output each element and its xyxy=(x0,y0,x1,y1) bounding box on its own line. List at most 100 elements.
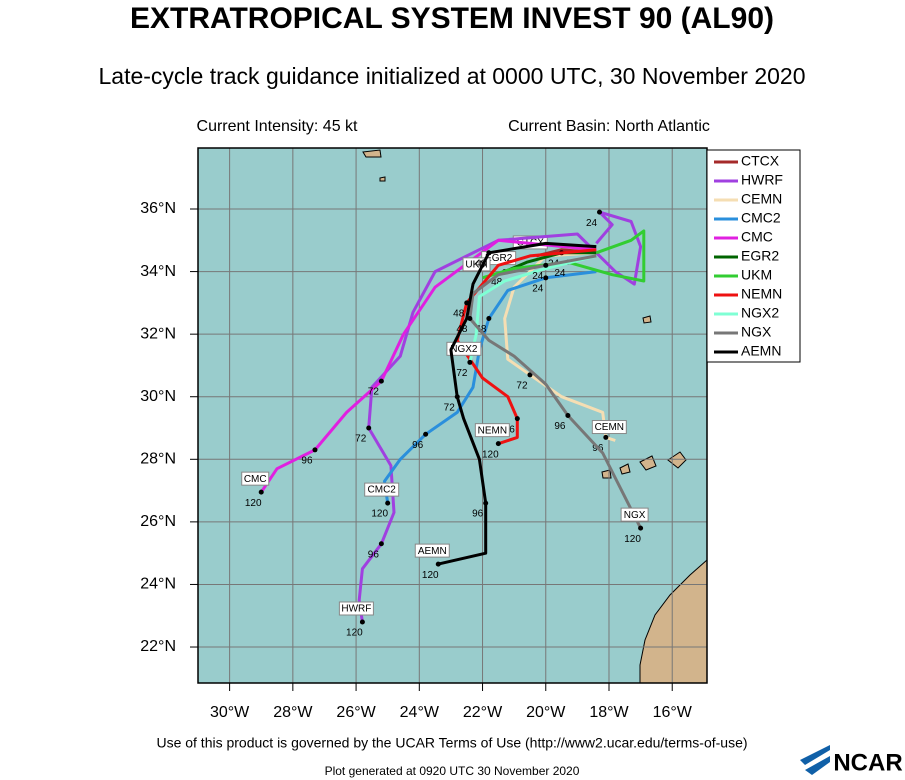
track-point xyxy=(495,441,501,447)
hour-label: 96 xyxy=(472,509,484,520)
model-tag: NGX2 xyxy=(446,341,482,356)
legend: CTCX HWRF CEMN CMC2 CMC EGR2 UKM NEMN NGX2 NGX AEM… xyxy=(714,153,783,359)
hour-label: 24 xyxy=(532,271,544,282)
model-tag-label: CMC xyxy=(244,474,267,485)
track-point xyxy=(467,359,473,365)
legend-label: CMC xyxy=(741,229,773,245)
legend-label: NGX xyxy=(741,324,772,340)
hour-label: 24 xyxy=(554,268,566,279)
legend-label: AEMN xyxy=(741,343,781,359)
y-tick-label: 30°N xyxy=(140,388,176,405)
track-point xyxy=(603,434,609,440)
hour-label: 120 xyxy=(346,628,363,639)
hour-label: 120 xyxy=(371,509,388,520)
hour-label: 48 xyxy=(453,309,465,320)
legend-label: CEMN xyxy=(741,191,782,207)
model-tag: CMC xyxy=(241,471,270,486)
track xyxy=(437,241,597,566)
hour-label: 48 xyxy=(491,277,503,288)
hour-label: 120 xyxy=(422,570,439,581)
y-tick-label: 34°N xyxy=(140,263,176,280)
model-tag-box xyxy=(446,341,482,356)
model-tag-label: CMC2 xyxy=(368,485,397,496)
track-point xyxy=(483,500,489,506)
hour-label: 120 xyxy=(624,534,641,545)
model-tag-box xyxy=(474,423,510,438)
track xyxy=(468,254,597,363)
x-tick-label: 20°W xyxy=(526,704,566,721)
title: EXTRATROPICAL SYSTEM INVEST 90 (AL90) xyxy=(130,2,774,35)
track-point xyxy=(312,447,318,453)
model-tag-label: AEMN xyxy=(418,546,447,557)
hour-label: 72 xyxy=(368,387,380,398)
track-point xyxy=(527,372,533,378)
x-tick-label: 24°W xyxy=(400,704,440,721)
track-point xyxy=(385,500,391,506)
legend-label: HWRF xyxy=(741,172,783,188)
basin: Current Basin: North Atlantic xyxy=(508,118,710,135)
track-point xyxy=(638,525,644,531)
model-tag: NEMN xyxy=(474,423,510,438)
hour-label: 24 xyxy=(586,218,598,229)
track-point xyxy=(543,262,549,268)
y-tick-label: 24°N xyxy=(140,576,176,593)
y-tick-label: 22°N xyxy=(140,638,176,655)
logo: NCAR xyxy=(833,749,902,776)
model-tag-label: NGX2 xyxy=(450,344,478,355)
frame xyxy=(197,147,708,684)
y-tick-label: 36°N xyxy=(140,200,176,217)
x-tick-label: 26°W xyxy=(336,704,376,721)
hour-label: 120 xyxy=(482,449,499,460)
track-point xyxy=(454,394,460,400)
model-tag: HWRF xyxy=(338,601,374,616)
track-point xyxy=(378,378,384,384)
hour-label: 96 xyxy=(554,421,566,432)
hour-label: 72 xyxy=(355,434,367,445)
legend-label: CTCX xyxy=(741,153,780,169)
model-tag: AEMN xyxy=(414,543,450,558)
model-tag-box xyxy=(620,507,649,522)
grid xyxy=(198,148,707,683)
legend-label: UKM xyxy=(741,267,772,283)
model-tag: CMC2 xyxy=(364,482,400,497)
tracks: CTCX247296120HWRF7296CEMN244896120CMC272… xyxy=(241,209,649,639)
track xyxy=(357,210,643,623)
hour-label: 72 xyxy=(456,368,468,379)
hour-label: 48 xyxy=(475,258,487,269)
model-tag: CEMN xyxy=(591,420,627,435)
hour-label: 96 xyxy=(412,440,424,451)
hour-label: 96 xyxy=(301,456,313,467)
terms: Use of this product is governed by the U… xyxy=(156,735,747,751)
track-point xyxy=(597,209,603,215)
model-tag-label: EGR2 xyxy=(485,253,513,264)
track-point xyxy=(514,416,520,422)
model-tag-box xyxy=(364,482,400,497)
x-tick-label: 18°W xyxy=(589,704,629,721)
model-tag-box xyxy=(591,420,627,435)
track-point xyxy=(258,489,264,495)
logo-mark xyxy=(800,745,830,775)
track-point xyxy=(435,561,441,567)
track-point xyxy=(543,275,549,281)
legend-label: NEMN xyxy=(741,286,782,302)
y-tick-label: 28°N xyxy=(140,451,176,468)
model-tag-label: CEMN xyxy=(595,422,624,433)
track-point xyxy=(366,425,372,431)
track-point xyxy=(359,619,365,625)
y-tick-label: 26°N xyxy=(140,513,176,530)
x-tick-label: 28°W xyxy=(273,704,313,721)
model-tag-box xyxy=(414,543,450,558)
hour-label: 120 xyxy=(245,498,262,509)
track-point xyxy=(565,413,571,418)
hour-label: 96 xyxy=(368,549,380,560)
legend-label: NGX2 xyxy=(741,305,779,321)
hour-label: 24 xyxy=(532,283,544,294)
y-tick-label: 32°N xyxy=(140,325,176,342)
model-tag-label: NGX xyxy=(624,510,646,521)
track xyxy=(383,270,597,504)
track-point xyxy=(378,541,384,547)
model-tag: NGX xyxy=(620,507,649,522)
track-point xyxy=(467,316,473,322)
